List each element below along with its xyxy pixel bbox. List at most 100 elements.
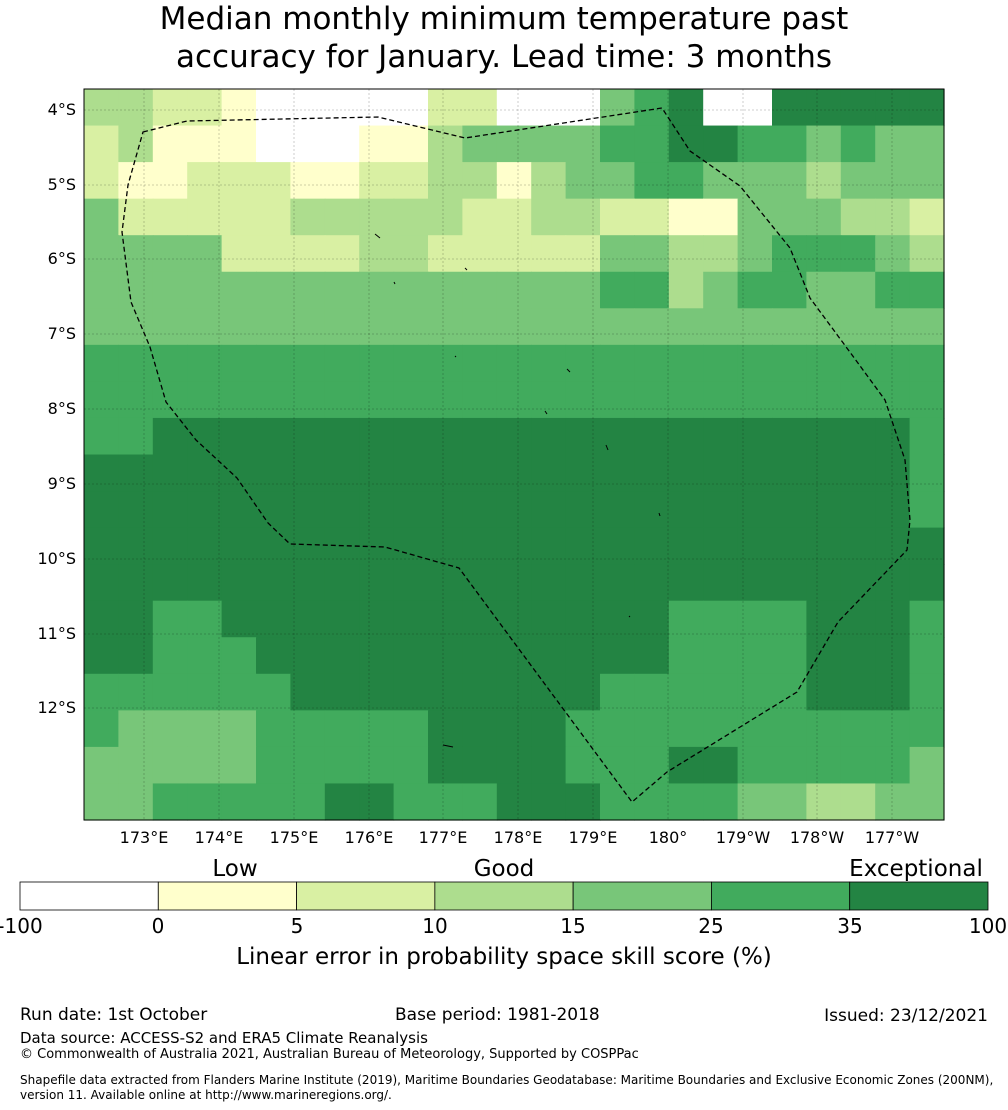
grid-cell <box>600 491 635 529</box>
grid-cell <box>909 198 945 236</box>
grid-cell <box>806 162 842 200</box>
grid-cell <box>806 600 842 638</box>
grid-cell <box>565 673 601 711</box>
grid-cell <box>772 673 807 711</box>
grid-cell <box>909 308 945 346</box>
island <box>442 744 454 748</box>
grid-cell <box>875 600 911 638</box>
colorbar-category-exceptional: Exceptional <box>849 856 983 882</box>
grid-cell <box>324 344 360 382</box>
graticule <box>84 89 944 820</box>
grid-cell <box>152 308 188 346</box>
grid-cell <box>531 344 567 382</box>
grid-cell <box>393 600 429 638</box>
grid-cell <box>221 417 257 456</box>
grid-cell <box>875 710 911 748</box>
grid-cell <box>290 673 326 711</box>
grid-cell <box>359 710 395 748</box>
grid-cell <box>462 600 498 638</box>
grid-cell <box>152 162 188 200</box>
shapefile-credit-1: Shapefile data extracted from Flanders M… <box>20 1073 994 1087</box>
lat-label: 7°S <box>47 324 76 343</box>
grid-cell <box>600 308 635 346</box>
grid-cell <box>496 308 532 346</box>
grid-cell <box>703 637 739 675</box>
grid-cell <box>359 417 395 456</box>
grid-cell <box>668 271 704 309</box>
grid-cell <box>772 125 807 163</box>
grid-cell <box>256 710 291 748</box>
grid-cell <box>600 381 635 419</box>
grid-cell <box>118 417 154 456</box>
grid-cell <box>634 710 670 748</box>
grid-cell <box>703 564 739 602</box>
grid-cell <box>496 198 532 236</box>
grid-cell <box>221 710 257 748</box>
grid-cell <box>875 564 911 602</box>
grid-cell <box>772 162 807 200</box>
grid-cell <box>462 271 498 309</box>
grid-cell <box>806 271 842 309</box>
grid-cell <box>772 783 807 821</box>
grid-cell <box>909 381 945 419</box>
grid-cell <box>737 125 773 163</box>
grid-cell <box>668 564 704 602</box>
grid-cell <box>565 308 601 346</box>
island <box>566 368 571 373</box>
grid-cell <box>600 673 635 711</box>
grid-cell <box>290 454 326 492</box>
grid-cell <box>875 454 911 492</box>
grid-cell <box>256 637 291 675</box>
grid-cell <box>118 271 154 309</box>
grid-cell <box>909 271 945 309</box>
grid-cell <box>703 710 739 748</box>
grid-cell <box>772 198 807 236</box>
grid-cell <box>909 710 945 748</box>
grid-cell <box>772 417 807 456</box>
grid-cell <box>393 673 429 711</box>
grid-cell <box>531 710 567 748</box>
grid-cell <box>359 564 395 602</box>
grid-cell <box>496 491 532 529</box>
grid-cell <box>84 89 119 127</box>
lon-label: 175°E <box>269 828 319 847</box>
grid-cell <box>462 783 498 821</box>
grid-cell <box>359 673 395 711</box>
grid-cell <box>806 491 842 529</box>
grid-cell <box>152 600 188 638</box>
grid-cell <box>875 198 911 236</box>
grid-cell <box>187 344 223 382</box>
grid-cell <box>806 381 842 419</box>
grid-cell <box>496 710 532 748</box>
grid-cell <box>772 308 807 346</box>
colorbar-tick: 35 <box>837 914 863 938</box>
colorbar-segment <box>711 881 851 911</box>
grid-cell <box>462 89 498 127</box>
grid-cell <box>668 710 704 748</box>
grid-cell <box>187 673 223 711</box>
grid-cell <box>152 673 188 711</box>
grid-cell <box>290 600 326 638</box>
grid-cell <box>256 600 291 638</box>
grid-cell <box>737 527 773 565</box>
lon-label: 173°E <box>119 828 169 847</box>
colorbar-segment <box>157 881 297 911</box>
grid-cell <box>565 746 601 785</box>
grid-cell <box>290 710 326 748</box>
grid-cell <box>118 783 154 821</box>
grid-cell <box>565 417 601 456</box>
grid-cell <box>393 491 429 529</box>
grid-cell <box>290 637 326 675</box>
colorbar-tick: 100 <box>968 914 1008 938</box>
grid-cell <box>600 344 635 382</box>
grid-cell <box>84 162 119 200</box>
grid-cell <box>875 344 911 382</box>
grid-cell <box>737 673 773 711</box>
grid-cell <box>256 673 291 711</box>
lat-label: 10°S <box>37 549 76 568</box>
grid-cell <box>600 564 635 602</box>
grid-cell <box>324 271 360 309</box>
grid-cell <box>462 637 498 675</box>
grid-cell <box>256 162 291 200</box>
grid-cell <box>359 308 395 346</box>
